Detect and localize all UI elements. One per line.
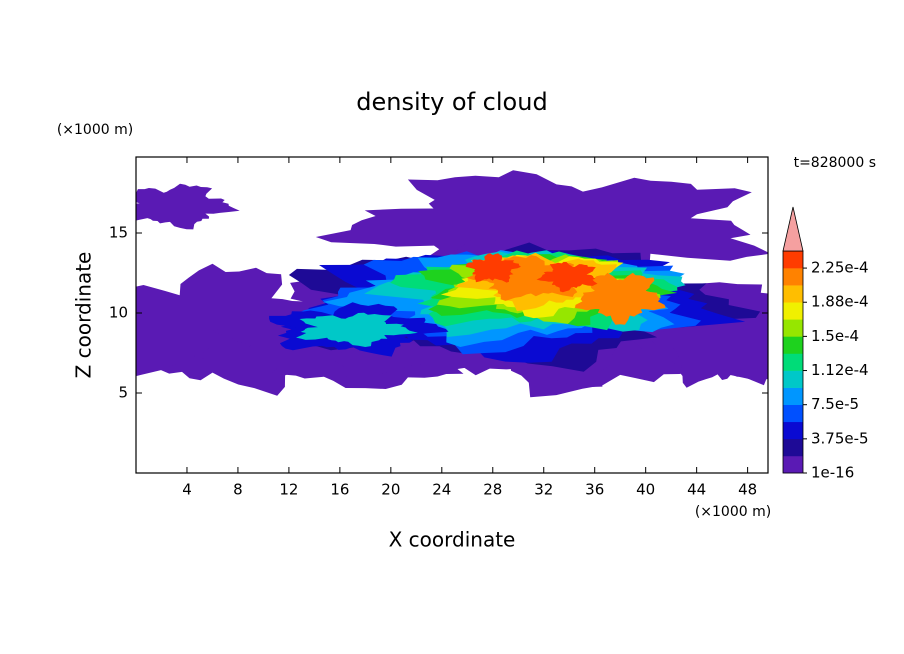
x-tick-label: 40	[636, 481, 655, 499]
x-tick-label: 8	[233, 481, 243, 499]
colorbar-tick-label: 1.88e-4	[811, 293, 869, 311]
colorbar-tick-label: 1.5e-4	[811, 327, 859, 345]
x-tick-label: 16	[330, 481, 349, 499]
y-tick-label: 10	[109, 304, 128, 322]
x-axis-label: X coordinate	[389, 528, 516, 552]
x-tick-label: 4	[182, 481, 192, 499]
colorbar-band	[783, 268, 803, 286]
colorbar-band	[783, 387, 803, 405]
colorbar-band	[783, 319, 803, 337]
x-unit: (×1000 m)	[695, 504, 771, 520]
x-tick-label: 24	[432, 481, 451, 499]
colorbar-band	[783, 336, 803, 354]
chart-title: density of cloud	[356, 88, 547, 116]
contour-region	[136, 183, 240, 230]
y-tick-label: 5	[118, 384, 128, 402]
x-tick-label: 48	[738, 481, 757, 499]
x-tick-label: 36	[585, 481, 604, 499]
y-unit: (×1000 m)	[57, 122, 133, 138]
colorbar-tick-label: 2.25e-4	[811, 259, 869, 277]
colorbar-band	[783, 421, 803, 440]
x-tick-label: 32	[534, 481, 553, 499]
contour-region	[465, 253, 521, 283]
x-tick-label: 12	[279, 481, 298, 499]
contour-region	[296, 312, 418, 347]
colorbar-band	[783, 302, 803, 320]
colorbar-band	[783, 285, 803, 303]
x-tick-label: 44	[687, 481, 706, 499]
colorbar-band	[783, 251, 803, 269]
x-tick-label: 28	[483, 481, 502, 499]
y-tick-label: 15	[109, 224, 128, 242]
plot-frame	[135, 156, 769, 474]
colorbar-tick-label: 1.12e-4	[811, 361, 869, 379]
x-tick-label: 20	[381, 481, 400, 499]
contour-field	[136, 170, 768, 398]
colorbar-tick-label: 3.75e-5	[811, 429, 869, 447]
contour-region	[575, 272, 666, 325]
colorbar-band	[783, 353, 803, 371]
colorbar-band	[783, 438, 803, 457]
colorbar-extend	[782, 206, 804, 252]
colorbar-band	[783, 404, 803, 423]
colorbar-tick-label: 1e-16	[811, 464, 854, 482]
time-label: t=828000 s	[794, 155, 876, 171]
y-axis-label: Z coordinate	[72, 252, 96, 379]
colorbar-band	[783, 455, 803, 474]
colorbar-tick-label: 7.5e-5	[811, 395, 859, 413]
colorbar-band	[783, 370, 803, 388]
contour-region	[536, 261, 598, 293]
